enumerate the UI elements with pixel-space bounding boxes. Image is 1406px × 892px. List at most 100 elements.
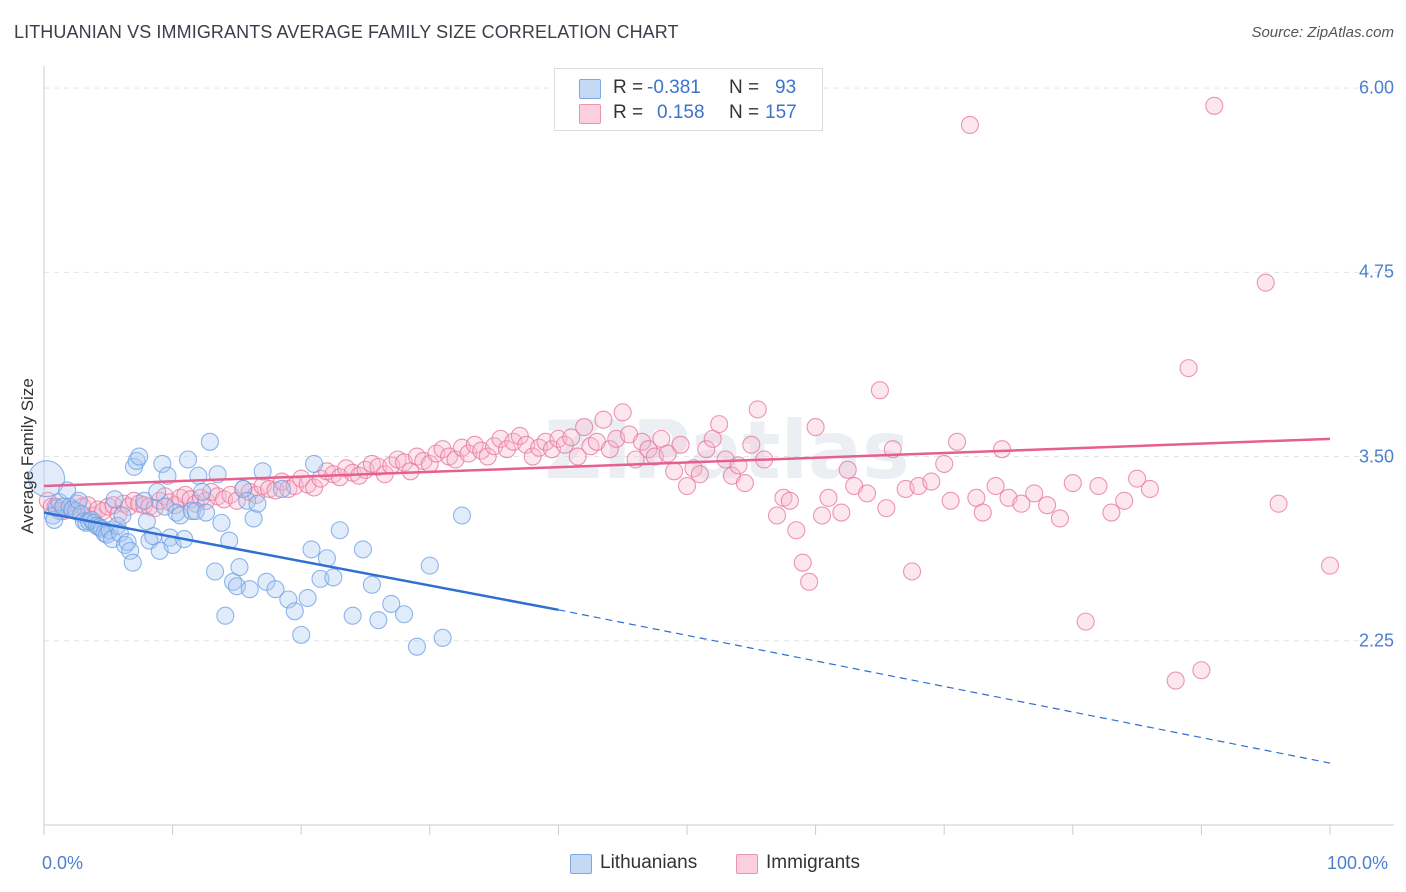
lithuanians-point [298,588,317,608]
immigrants-point [735,474,754,493]
n-label: N = [729,102,760,123]
immigrants-point [787,521,806,540]
lithuanians-point [266,580,285,599]
immigrants-point [523,447,542,466]
lithuanians-point [205,562,225,581]
immigrants-point [594,410,613,429]
axes [43,66,1394,835]
y-tick-label: 2.25 [1358,630,1394,651]
lithuanians-point [113,506,132,525]
immigrants-point [780,491,799,510]
immigrants-point [568,447,587,466]
lithuanians-point [135,491,154,510]
lithuanians-points [28,432,472,656]
lithuanians-point [105,490,124,509]
immigrants-point [1205,96,1224,115]
lithuanians-trend-extension [558,609,1331,764]
lithuanians-point [382,594,401,613]
immigrants-point [832,503,851,522]
immigrants-point [948,432,967,451]
immigrants-point [497,440,517,459]
lithuanians-point [123,553,142,572]
immigrants-point [993,440,1012,459]
y-tick-label: 6.00 [1358,77,1394,98]
lithuanians-point [240,580,259,599]
immigrants-point [767,506,787,525]
immigrants-point [1089,476,1108,496]
immigrants-point [1115,491,1134,510]
immigrants-point [973,503,992,522]
immigrants-point [690,465,709,484]
immigrants-point [119,497,138,516]
immigrants-point [941,491,960,510]
lithuanians-point [148,482,167,501]
immigrants-point [433,440,452,459]
immigrants-point [575,418,594,437]
immigrants-point [710,415,729,434]
immigrants-point [838,460,857,479]
lithuanians-point [244,509,263,528]
immigrants-point [227,491,246,510]
immigrants-point [639,440,658,459]
lithuanians-point [153,454,172,473]
immigrants-point [877,499,896,518]
lithuanians-point [248,494,267,513]
immigrants-point [305,478,324,497]
immigrants-point [124,491,144,510]
y-tick-label: 4.75 [1358,261,1394,282]
legend-swatch-immigrants [736,854,758,874]
immigrants-point [1076,612,1095,631]
lithuanians-point [234,479,253,499]
lithuanians-point [452,506,472,525]
lithuanians-point [238,491,257,510]
r-value: -0.381 [647,77,701,98]
legend-swatch-lithuanians [570,854,592,874]
lithuanians-point [330,521,349,540]
immigrants-point [555,435,574,454]
stats-swatch-immigrants [579,104,601,124]
immigrants-point [870,381,889,400]
immigrants-point [510,426,529,445]
immigrants-point [1179,359,1198,378]
r-label: R = [613,102,644,123]
lithuanians-point [362,575,381,594]
immigrants-point [812,506,832,525]
x-tick-label-min: 0.0% [42,853,84,873]
immigrants-point [665,462,684,481]
lithuanians-point [343,606,362,625]
lithuanians-point [302,540,321,559]
lithuanians-point [115,535,135,555]
immigrants-point [1269,494,1288,513]
immigrants-point [857,484,877,503]
immigrants-points [38,96,1340,690]
lithuanians-point [158,466,177,485]
immigrants-point [478,447,497,466]
lithuanians-point [305,454,324,473]
lithuanians-point [395,605,414,624]
immigrants-point [819,488,838,507]
lithuanians-point [212,513,231,532]
immigrants-point [1025,484,1044,503]
lithuanians-point [69,491,88,510]
stats-swatch-lithuanians [579,79,601,99]
immigrants-point [922,472,941,491]
immigrants-point [935,454,954,473]
lithuanians-point [272,479,291,499]
lithuanians-point [433,628,452,647]
lithuanians-point [279,590,298,609]
stats-box: R = -0.381 N = 93 R = 0.158 N = 157 [554,68,823,131]
lithuanians-point [285,602,304,621]
lithuanians-point [196,503,216,522]
lithuanians-point [230,558,249,577]
lithuanians-point [130,447,149,466]
lithuanians-point [220,531,239,550]
lithuanians-point [407,637,426,656]
r-value: 0.158 [657,102,705,123]
lithuanians-point [28,460,66,498]
y-axis-title: Average Family Size [18,378,37,534]
immigrants-point [600,440,619,459]
immigrants-point [806,418,825,437]
lithuanians-point [324,568,343,587]
immigrants-point [748,400,767,419]
